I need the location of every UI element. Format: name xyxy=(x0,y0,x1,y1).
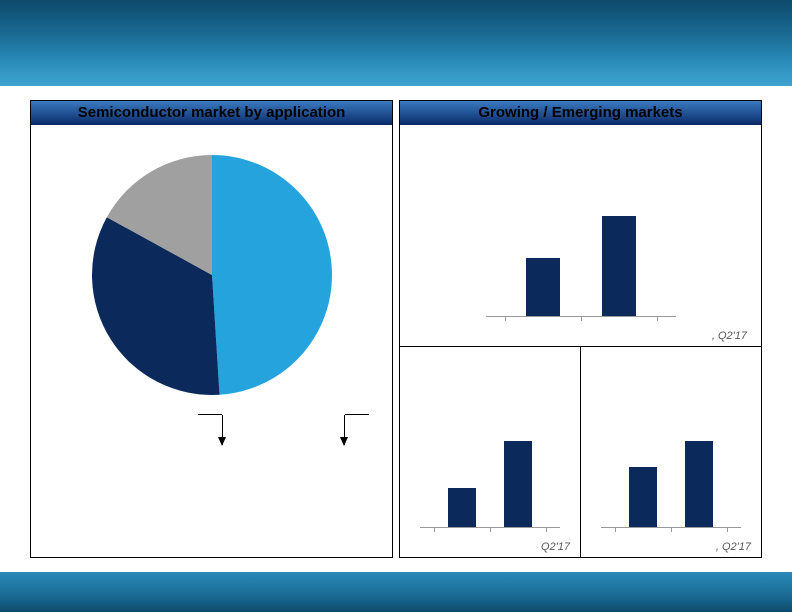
left-panel-title: Semiconductor market by application xyxy=(31,101,392,125)
axis-tick xyxy=(727,527,728,532)
pie-slice-slice_a xyxy=(212,155,332,395)
bar xyxy=(504,441,532,527)
pie-callout-arrow-left xyxy=(222,415,223,445)
bar-slot xyxy=(505,258,581,316)
bar-chart-bottom-right: , Q2'17 xyxy=(581,347,761,557)
bar xyxy=(629,467,657,527)
left-panel: Semiconductor market by application xyxy=(30,100,393,558)
bar-slot xyxy=(581,216,657,316)
bottom-banner xyxy=(0,572,792,612)
chart-caption: , Q2'17 xyxy=(716,541,751,553)
bar-slot xyxy=(671,441,727,527)
bar xyxy=(602,216,636,316)
axis-tick xyxy=(581,316,582,321)
bar-slot xyxy=(615,467,671,527)
content-area: Semiconductor market by application Grow… xyxy=(30,100,762,558)
bar-slot xyxy=(490,441,546,527)
axis-tick xyxy=(657,316,658,321)
right-bottom-row: Q2'17 , Q2'17 xyxy=(400,347,761,557)
bar xyxy=(685,441,713,527)
pie-svg xyxy=(92,155,332,395)
axis-tick xyxy=(490,527,491,532)
bars-row xyxy=(505,216,657,316)
axis-tick xyxy=(671,527,672,532)
bar-chart-top: , Q2'17 xyxy=(400,125,761,346)
axis-tick xyxy=(434,527,435,532)
pie-chart-area xyxy=(31,125,392,557)
bars-row xyxy=(615,441,727,527)
right-bottom-left-cell: Q2'17 xyxy=(400,347,581,557)
axis-tick xyxy=(615,527,616,532)
axis xyxy=(601,527,741,533)
bar xyxy=(526,258,560,316)
pie-callout-arrow-right xyxy=(344,415,345,445)
chart-caption: Q2'17 xyxy=(541,541,570,553)
bars-row xyxy=(434,441,546,527)
axis xyxy=(420,527,560,533)
right-top-cell: , Q2'17 xyxy=(400,125,761,347)
right-panel: Growing / Emerging markets , Q2'17 Q2'17… xyxy=(399,100,762,558)
chart-caption: , Q2'17 xyxy=(712,330,747,342)
right-panel-title: Growing / Emerging markets xyxy=(400,101,761,125)
axis xyxy=(486,316,676,322)
bar xyxy=(448,488,476,527)
axis-tick xyxy=(505,316,506,321)
bar-slot xyxy=(434,488,490,527)
axis-tick xyxy=(546,527,547,532)
bar-chart-bottom-left: Q2'17 xyxy=(400,347,580,557)
pie-chart xyxy=(92,155,332,400)
right-bottom-right-cell: , Q2'17 xyxy=(581,347,761,557)
top-banner xyxy=(0,0,792,86)
